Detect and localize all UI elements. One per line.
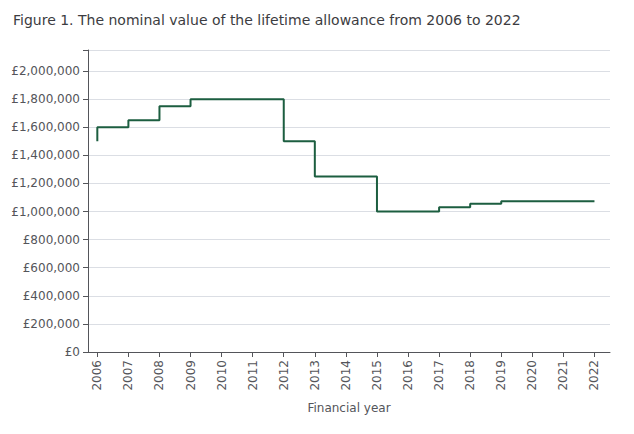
svg-text:2007: 2007 — [121, 360, 135, 391]
svg-text:£1,000,000: £1,000,000 — [11, 205, 80, 219]
svg-text:£2,000,000: £2,000,000 — [11, 64, 80, 78]
svg-text:2019: 2019 — [494, 360, 508, 391]
svg-text:2008: 2008 — [152, 360, 166, 391]
svg-text:£1,800,000: £1,800,000 — [11, 92, 80, 106]
svg-text:2021: 2021 — [556, 360, 570, 391]
svg-text:2020: 2020 — [525, 360, 539, 391]
svg-text:£1,600,000: £1,600,000 — [11, 120, 80, 134]
svg-text:Financial year: Financial year — [307, 401, 390, 415]
svg-text:£0: £0 — [65, 345, 80, 359]
svg-text:2013: 2013 — [308, 360, 322, 391]
svg-text:£1,200,000: £1,200,000 — [11, 176, 80, 190]
svg-text:£400,000: £400,000 — [23, 289, 80, 303]
svg-text:2018: 2018 — [463, 360, 477, 391]
svg-text:£1,400,000: £1,400,000 — [11, 148, 80, 162]
svg-text:2015: 2015 — [370, 360, 384, 391]
svg-text:2022: 2022 — [587, 360, 601, 391]
svg-text:£800,000: £800,000 — [23, 233, 80, 247]
svg-text:2006: 2006 — [90, 360, 104, 391]
svg-text:2016: 2016 — [401, 360, 415, 391]
svg-text:£200,000: £200,000 — [23, 317, 80, 331]
svg-text:2017: 2017 — [432, 360, 446, 391]
svg-text:2014: 2014 — [339, 360, 353, 391]
svg-text:£600,000: £600,000 — [23, 261, 80, 275]
svg-text:Figure 1. The nominal value of: Figure 1. The nominal value of the lifet… — [13, 12, 521, 28]
svg-text:2009: 2009 — [184, 360, 198, 391]
svg-text:2010: 2010 — [215, 360, 229, 391]
svg-text:2012: 2012 — [277, 360, 291, 391]
svg-text:2011: 2011 — [246, 360, 260, 391]
